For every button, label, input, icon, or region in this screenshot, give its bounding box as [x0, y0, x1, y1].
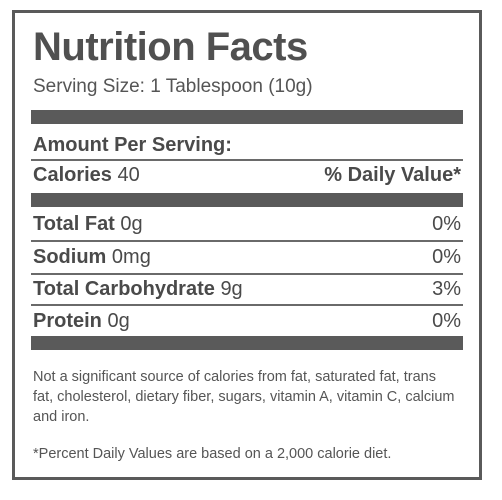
nutrient-name: Sodium — [33, 246, 107, 268]
nutrient-name: Total Fat — [33, 213, 115, 235]
nutrient-percent: 0% — [432, 213, 461, 235]
thick-divider — [31, 193, 463, 207]
nutrient-amount: 0g — [120, 213, 143, 235]
amount-per-serving: Amount Per Serving: — [33, 134, 232, 156]
nutrient-row-protein: Protein 0g 0% — [33, 310, 461, 333]
calories-row: Calories 40 % Daily Value* — [33, 164, 461, 187]
thick-divider — [31, 336, 463, 350]
serving-size: Serving Size: 1 Tablespoon (10g) — [33, 76, 313, 97]
nutrient-row-total-carbohydrate: Total Carbohydrate 9g 3% — [33, 278, 461, 301]
nutrient-row-sodium: Sodium 0mg 0% — [33, 246, 461, 269]
thick-divider — [31, 110, 463, 124]
calories-label: Calories — [33, 164, 112, 186]
nutrient-amount: 0mg — [111, 246, 151, 268]
nutrient-percent: 3% — [432, 278, 461, 300]
nutrient-amount: 9g — [220, 278, 243, 300]
nutrition-label-content: Nutrition Facts Serving Size: 1 Tablespo… — [31, 13, 463, 477]
divider — [31, 304, 463, 306]
nutrition-title: Nutrition Facts — [33, 25, 308, 69]
nutrient-name: Protein — [33, 310, 102, 332]
nutrient-amount: 0g — [107, 310, 130, 332]
nutrient-row-total-fat: Total Fat 0g 0% — [33, 213, 461, 236]
divider — [31, 159, 463, 161]
calories-value: 40 — [117, 164, 140, 186]
nutrient-percent: 0% — [432, 310, 461, 332]
nutrient-name: Total Carbohydrate — [33, 278, 215, 300]
footnote-not-significant: Not a significant source of calories fro… — [33, 369, 455, 425]
footnote-daily-values: *Percent Daily Values are based on a 2,0… — [33, 446, 392, 462]
nutrient-percent: 0% — [432, 246, 461, 268]
divider — [31, 273, 463, 275]
nutrition-label: Nutrition Facts Serving Size: 1 Tablespo… — [12, 10, 482, 480]
divider — [31, 240, 463, 242]
daily-value-header: % Daily Value* — [324, 164, 461, 186]
